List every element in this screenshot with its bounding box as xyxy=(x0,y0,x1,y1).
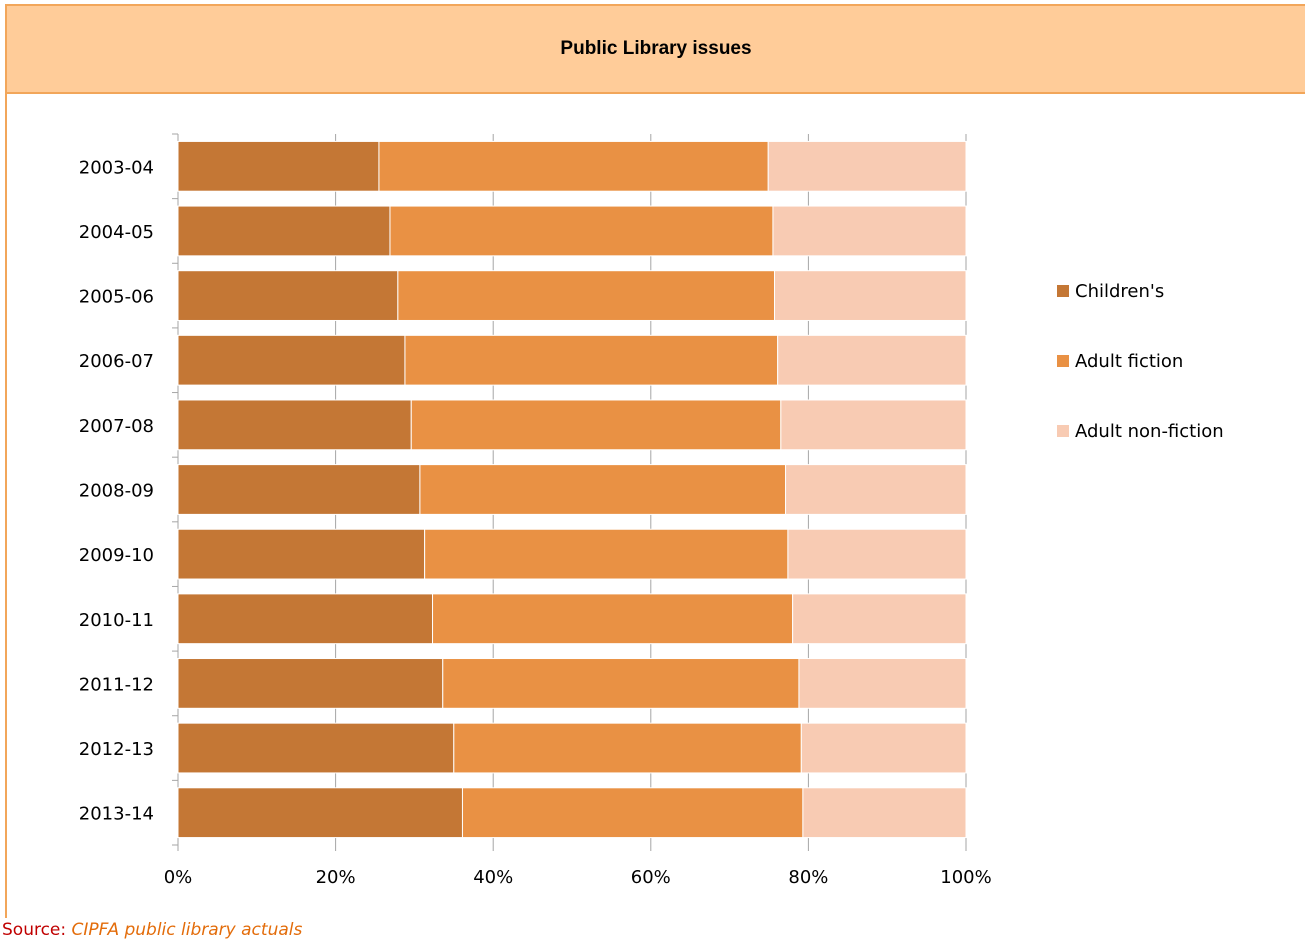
bar-segment xyxy=(178,594,433,644)
bar-segment xyxy=(773,206,966,256)
bar-segment xyxy=(390,206,773,256)
y-tick-label: 2012-13 xyxy=(79,739,154,760)
legend-swatch xyxy=(1057,355,1069,367)
x-tick-label: 0% xyxy=(164,867,193,888)
y-tick-label: 2004-05 xyxy=(79,222,154,243)
legend-label: Adult fiction xyxy=(1075,351,1183,372)
bar-segment xyxy=(178,206,390,256)
x-tick-label: 20% xyxy=(316,867,356,888)
bar-segment xyxy=(420,465,786,515)
legend-swatch xyxy=(1057,285,1069,297)
x-tick-label: 60% xyxy=(631,867,671,888)
bar-segment xyxy=(775,271,966,321)
source-note: Source: CIPFA public library actuals xyxy=(2,920,302,940)
x-tick-label: 40% xyxy=(473,867,513,888)
legend-item: Children's xyxy=(1057,256,1224,326)
bar-segment xyxy=(778,335,966,385)
legend-label: Children's xyxy=(1075,281,1164,302)
legend-label: Adult non-fiction xyxy=(1075,421,1224,442)
y-tick-label: 2013-14 xyxy=(79,804,154,825)
bar-segment xyxy=(425,529,788,579)
bar-segment xyxy=(178,659,443,709)
y-tick-label: 2009-10 xyxy=(79,545,154,566)
bar-segment xyxy=(768,141,966,191)
x-tick-label: 80% xyxy=(788,867,828,888)
y-tick-label: 2003-04 xyxy=(79,157,154,178)
bar-segment xyxy=(803,788,966,838)
bar-segment xyxy=(178,335,405,385)
bar-segment xyxy=(781,400,966,450)
y-tick-label: 2008-09 xyxy=(79,481,154,502)
bar-segment xyxy=(788,529,966,579)
bar-segment xyxy=(178,788,462,838)
bar-segment xyxy=(178,723,454,773)
bar-segment xyxy=(411,400,781,450)
legend-item: Adult fiction xyxy=(1057,326,1224,396)
bar-segment xyxy=(178,141,379,191)
bar-segment xyxy=(178,400,411,450)
bar-segment xyxy=(178,529,425,579)
y-tick-label: 2007-08 xyxy=(79,416,154,437)
bar-segment xyxy=(786,465,966,515)
source-label: Source: xyxy=(2,920,66,940)
source-value: CIPFA public library actuals xyxy=(72,920,303,940)
legend-swatch xyxy=(1057,425,1069,437)
y-tick-label: 2005-06 xyxy=(79,287,154,308)
y-tick-label: 2010-11 xyxy=(79,610,154,631)
bar-segment xyxy=(799,659,966,709)
legend-item: Adult non-fiction xyxy=(1057,396,1224,466)
y-tick-label: 2006-07 xyxy=(79,351,154,372)
bar-segment xyxy=(462,788,802,838)
y-tick-label: 2011-12 xyxy=(79,674,154,695)
chart-legend: Children's Adult fiction Adult non-fiction xyxy=(1057,256,1224,466)
bar-segment xyxy=(178,465,420,515)
bar-segment xyxy=(793,594,966,644)
bar-segment xyxy=(433,594,793,644)
bar-segment xyxy=(379,141,768,191)
x-tick-label: 100% xyxy=(940,867,991,888)
bar-segment xyxy=(405,335,778,385)
bar-segment xyxy=(443,659,799,709)
bar-segment xyxy=(454,723,802,773)
bar-segment xyxy=(398,271,775,321)
bar-segment xyxy=(801,723,966,773)
bar-segment xyxy=(178,271,398,321)
